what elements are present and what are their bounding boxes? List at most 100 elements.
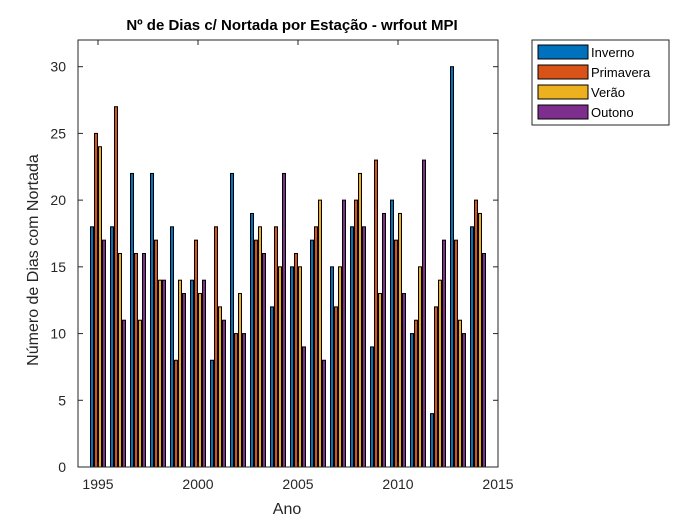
plot-background (78, 40, 498, 467)
bar-primavera-2002 (234, 333, 238, 468)
bar-primavera-2011 (414, 319, 418, 468)
y-axis-label: Número de Dias com Nortada (25, 154, 42, 366)
y-tick-label: 25 (50, 125, 66, 141)
bar-primavera-2010 (394, 239, 398, 468)
bar-primavera-1998 (154, 239, 158, 468)
bar-ver-o-2003 (258, 226, 262, 468)
bar-primavera-2005 (294, 253, 298, 468)
x-axis-label: Ano (273, 501, 302, 518)
y-tick-label: 10 (50, 326, 66, 342)
bar-outono-2013 (462, 333, 466, 468)
bar-primavera-1997 (134, 253, 138, 468)
legend-label: Verão (591, 85, 625, 100)
bar-primavera-1996 (114, 106, 118, 468)
bar-ver-o-1999 (178, 279, 182, 468)
bar-inverno-2012 (430, 413, 434, 468)
plot-area (78, 40, 498, 467)
y-tick-label: 0 (58, 459, 66, 475)
bar-primavera-2007 (334, 306, 338, 468)
bar-inverno-2001 (210, 359, 214, 468)
bar-inverno-2002 (230, 172, 234, 468)
bar-outono-1998 (162, 279, 166, 468)
bar-primavera-2006 (314, 226, 318, 468)
legend-swatch-primavera (537, 64, 589, 80)
legend: Inverno Primavera Verão Outono (531, 39, 670, 126)
legend-swatch-ver-o (537, 84, 589, 100)
bar-outono-1995 (102, 239, 106, 468)
y-tick-label: 20 (50, 192, 66, 208)
bar-primavera-2003 (254, 239, 258, 468)
bar-outono-2010 (402, 293, 406, 468)
bar-ver-o-2008 (358, 172, 362, 468)
legend-swatch-inverno (537, 44, 589, 60)
legend-label: Primavera (591, 65, 651, 80)
bar-ver-o-2006 (318, 199, 322, 468)
x-tick-label: 1995 (82, 476, 113, 492)
bar-inverno-2009 (370, 346, 374, 468)
y-tick-label: 15 (50, 259, 66, 275)
bar-ver-o-2001 (218, 306, 222, 468)
bar-inverno-2007 (330, 266, 334, 468)
bar-ver-o-2002 (238, 293, 242, 468)
bar-outono-1996 (122, 319, 126, 468)
chart-title: Nº de Dias c/ Nortada por Estação - wrfo… (126, 17, 457, 34)
bar-primavera-2014 (474, 199, 478, 468)
axes: 1995 2000 2005 2010 2015 0 5 10 15 20 25 30 (50, 39, 514, 492)
bar-outono-1997 (142, 253, 146, 468)
bar-ver-o-1996 (118, 253, 122, 468)
bar-outono-2002 (242, 333, 246, 468)
bar-outono-2003 (262, 253, 266, 468)
bar-primavera-2013 (454, 239, 458, 468)
bar-outono-2011 (422, 159, 426, 468)
bar-ver-o-2009 (378, 293, 382, 468)
x-tick-label: 2005 (282, 476, 313, 492)
bar-primavera-1999 (174, 359, 178, 468)
bar-outono-2005 (302, 346, 306, 468)
bar-inverno-2014 (470, 226, 474, 468)
legend-label: Inverno (591, 45, 634, 60)
bar-inverno-2010 (390, 199, 394, 468)
bar-outono-2000 (202, 279, 206, 468)
bar-inverno-2008 (350, 226, 354, 468)
x-tick-label: 2010 (382, 476, 413, 492)
bar-ver-o-2004 (278, 266, 282, 468)
bar-inverno-1996 (110, 226, 114, 468)
bar-outono-2009 (382, 212, 386, 468)
bar-inverno-2005 (290, 266, 294, 468)
bar-inverno-2013 (450, 66, 454, 468)
y-tick-label: 5 (58, 392, 66, 408)
bar-ver-o-1998 (158, 279, 162, 468)
bar-inverno-1995 (90, 226, 94, 468)
bar-inverno-1999 (170, 226, 174, 468)
bar-ver-o-2005 (298, 266, 302, 468)
bar-primavera-1995 (94, 132, 98, 468)
bar-ver-o-1997 (138, 319, 142, 468)
bar-outono-1999 (182, 293, 186, 468)
legend-swatch-outono (537, 104, 589, 120)
bar-outono-2004 (282, 172, 286, 468)
bar-outono-2008 (362, 226, 366, 468)
x-tick-label: 2015 (482, 476, 513, 492)
bar-primavera-2008 (354, 199, 358, 468)
bar-primavera-2004 (274, 226, 278, 468)
y-tick-label: 30 (50, 59, 66, 75)
bar-inverno-2011 (410, 333, 414, 468)
bar-inverno-1998 (150, 172, 154, 468)
bar-primavera-2000 (194, 239, 198, 468)
bar-outono-2006 (322, 359, 326, 468)
bar-outono-2001 (222, 319, 226, 468)
bar-primavera-2009 (374, 159, 378, 468)
bar-outono-2012 (442, 239, 446, 468)
bar-inverno-2006 (310, 239, 314, 468)
bar-outono-2007 (342, 199, 346, 468)
bar-primavera-2001 (214, 226, 218, 468)
bar-inverno-2000 (190, 279, 194, 468)
bar-inverno-1997 (130, 172, 134, 468)
bar-ver-o-2014 (478, 212, 482, 468)
bar-ver-o-2012 (438, 279, 442, 468)
bar-ver-o-2007 (338, 266, 342, 468)
bar-ver-o-2010 (398, 212, 402, 468)
axes-box (77, 39, 499, 468)
bar-primavera-2012 (434, 306, 438, 468)
